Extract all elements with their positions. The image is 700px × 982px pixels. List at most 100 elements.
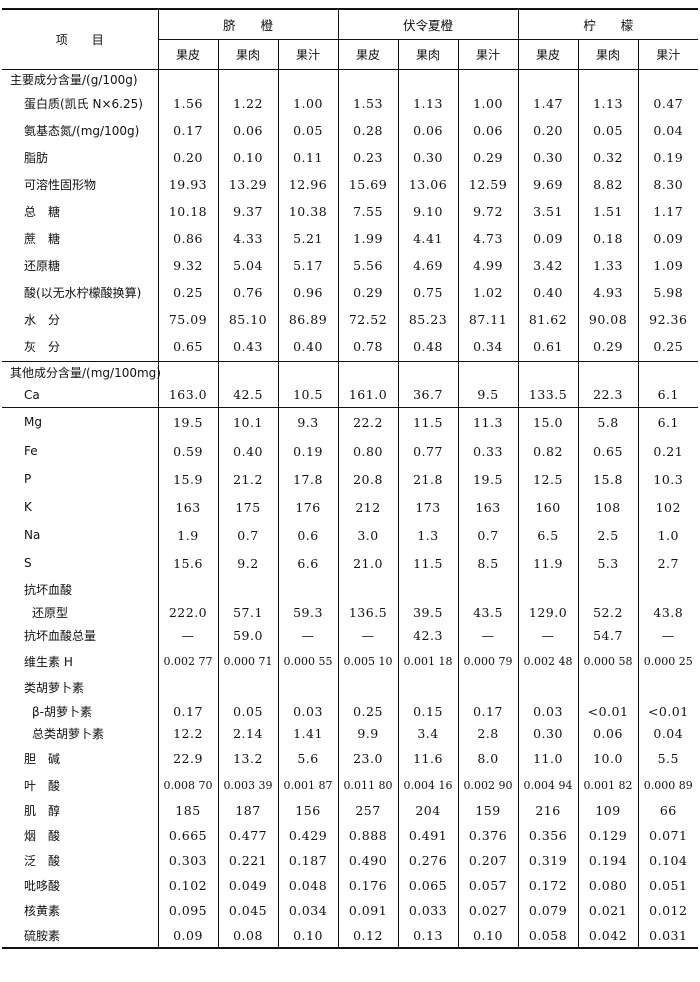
cell-value: 0.23 xyxy=(337,144,399,171)
cell-value: 9.37 xyxy=(217,198,278,225)
header-part: 果肉 xyxy=(217,39,278,69)
cell-value: 0.490 xyxy=(337,848,399,873)
cell-value: 90.08 xyxy=(577,306,639,333)
row-label: 叶 酸 xyxy=(24,779,61,793)
cell-value: 0.33 xyxy=(457,437,519,465)
cell-value: 0.05 xyxy=(577,117,639,144)
cell-value: 36.7 xyxy=(397,383,459,407)
cell-value: 0.29 xyxy=(457,144,519,171)
table-row: 其他成分含量/(mg/100mg) xyxy=(2,361,699,383)
cell-value: 42.5 xyxy=(217,383,278,407)
cell-value: 66 xyxy=(637,798,699,823)
cell-value: 0.011 80 xyxy=(337,773,399,798)
cell-value: 0.65 xyxy=(157,333,218,361)
cell-value: — xyxy=(637,623,699,648)
row-label: 主要成分含量/(g/100g) xyxy=(10,72,138,87)
cell-value: 204 xyxy=(397,798,459,823)
cell-value: 0.28 xyxy=(337,117,399,144)
cell-value: 187 xyxy=(217,798,278,823)
cell-value: 12.2 xyxy=(157,722,218,744)
cell-value xyxy=(277,577,339,601)
cell-value: 1.09 xyxy=(637,252,699,279)
header-group-lemon: 柠 檬 xyxy=(517,9,699,40)
cell-value xyxy=(217,577,278,601)
cell-value: 0.06 xyxy=(217,117,278,144)
cell-value: 12.5 xyxy=(517,465,579,493)
cell-value: 0.172 xyxy=(517,873,579,898)
cell-value: 0.065 xyxy=(397,873,459,898)
row-label: 吡哆酸 xyxy=(24,879,61,893)
cell-value: 0.356 xyxy=(517,823,579,848)
cell-value: 9.9 xyxy=(337,722,399,744)
cell-value: 0.079 xyxy=(517,898,579,923)
cell-value: 1.02 xyxy=(457,279,519,306)
row-label: 其他成分含量/(mg/100mg) xyxy=(10,365,161,380)
header-part: 果汁 xyxy=(637,39,699,69)
cell-value: 1.00 xyxy=(277,89,339,117)
cell-value xyxy=(457,361,519,383)
cell-value: 2.8 xyxy=(457,722,519,744)
table-row: 核黄素 0.095 0.045 0.034 0.091 0.033 0.027 0.079 0.… xyxy=(2,898,699,923)
row-label: K xyxy=(24,500,32,514)
cell-value: 0.65 xyxy=(577,437,639,465)
cell-value xyxy=(277,361,339,383)
row-label: 硫胺素 xyxy=(24,928,61,943)
row-label: P xyxy=(24,472,32,486)
cell-value: 5.3 xyxy=(577,549,639,577)
cell-value xyxy=(157,674,218,700)
cell-value: 8.82 xyxy=(577,171,639,198)
cell-value: 81.62 xyxy=(517,306,579,333)
cell-value: 2.14 xyxy=(217,722,278,744)
cell-value: 0.20 xyxy=(157,144,218,171)
cell-value: 59.3 xyxy=(277,601,339,623)
cell-value: 163 xyxy=(157,493,218,521)
cell-value: 4.93 xyxy=(577,279,639,306)
cell-value: 133.5 xyxy=(517,383,579,407)
cell-value: 43.8 xyxy=(637,601,699,623)
table-row: K 163 175 176 212 173 163 160 108 102 xyxy=(2,493,699,521)
cell-value: 0.59 xyxy=(157,437,218,465)
row-label: 类胡萝卜素 xyxy=(24,680,85,695)
cell-value: 1.56 xyxy=(157,89,218,117)
cell-value: 0.34 xyxy=(457,333,519,361)
row-label: S xyxy=(24,556,32,570)
cell-value: 0.031 xyxy=(637,923,699,948)
cell-value: 9.2 xyxy=(217,549,278,577)
cell-value: 176 xyxy=(277,493,339,521)
cell-value: 0.319 xyxy=(517,848,579,873)
cell-value xyxy=(517,577,579,601)
cell-value: 0.40 xyxy=(217,437,278,465)
cell-value: 0.76 xyxy=(217,279,278,306)
cell-value: 0.004 16 xyxy=(397,773,459,798)
cell-value: 15.9 xyxy=(157,465,218,493)
cell-value: 0.10 xyxy=(457,923,519,948)
cell-value xyxy=(337,577,399,601)
row-label: Mg xyxy=(24,415,42,430)
cell-value xyxy=(577,577,639,601)
cell-value: 9.10 xyxy=(397,198,459,225)
cell-value xyxy=(637,674,699,700)
cell-value: 3.0 xyxy=(337,521,399,549)
cell-value: 8.30 xyxy=(637,171,699,198)
cell-value: 0.25 xyxy=(637,333,699,361)
cell-value: 72.52 xyxy=(337,306,399,333)
cell-value: 0.021 xyxy=(577,898,639,923)
cell-value: 2.7 xyxy=(637,549,699,577)
cell-value: 10.38 xyxy=(277,198,339,225)
cell-value: 129.0 xyxy=(517,601,579,623)
cell-value: 0.477 xyxy=(217,823,278,848)
table-row: β-胡萝卜素 0.17 0.05 0.03 0.25 0.15 0.17 0.03 <0.01 <… xyxy=(2,700,699,722)
cell-value: 0.129 xyxy=(577,823,639,848)
cell-value xyxy=(637,361,699,383)
row-label: 脂肪 xyxy=(24,151,49,165)
row-label: 烟 酸 xyxy=(24,829,61,843)
cell-value: 17.8 xyxy=(277,465,339,493)
cell-value: — xyxy=(337,623,399,648)
cell-value xyxy=(217,361,278,383)
cell-value: 1.0 xyxy=(637,521,699,549)
cell-value: 0.091 xyxy=(337,898,399,923)
cell-value: 0.002 77 xyxy=(157,648,218,674)
cell-value: 15.69 xyxy=(337,171,399,198)
cell-value: 4.41 xyxy=(397,225,459,252)
row-label: 肌 醇 xyxy=(24,804,61,818)
